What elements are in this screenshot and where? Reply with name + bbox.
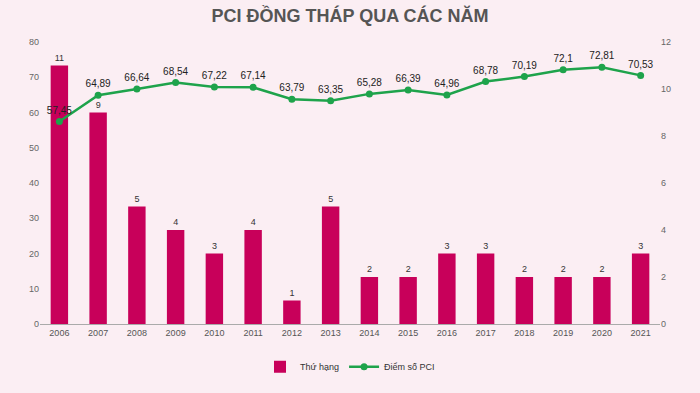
svg-text:2: 2 [561,264,566,274]
svg-text:72,81: 72,81 [589,50,614,61]
svg-text:2: 2 [661,272,666,282]
svg-text:66,64: 66,64 [124,72,149,83]
svg-text:50: 50 [29,143,39,153]
svg-text:3: 3 [638,241,643,251]
svg-text:Điểm số PCI: Điểm số PCI [384,362,435,372]
svg-text:2021: 2021 [631,328,651,338]
svg-text:2: 2 [599,264,604,274]
svg-text:2012: 2012 [282,328,302,338]
svg-text:2006: 2006 [49,328,69,338]
svg-text:2008: 2008 [127,328,147,338]
svg-text:2013: 2013 [321,328,341,338]
svg-text:64,96: 64,96 [434,78,459,89]
svg-text:4: 4 [251,217,256,227]
svg-text:57,45: 57,45 [47,105,72,116]
svg-text:70,53: 70,53 [628,59,653,70]
svg-text:65,28: 65,28 [357,77,382,88]
svg-text:20: 20 [29,249,39,259]
svg-text:5: 5 [134,194,139,204]
svg-text:4: 4 [173,217,178,227]
svg-text:2: 2 [367,264,372,274]
svg-text:10: 10 [29,284,39,294]
svg-text:2017: 2017 [476,328,496,338]
svg-text:63,79: 63,79 [279,82,304,93]
svg-text:63,35: 63,35 [318,84,343,95]
svg-text:3: 3 [444,241,449,251]
svg-text:2009: 2009 [166,328,186,338]
svg-text:2: 2 [522,264,527,274]
svg-text:67,14: 67,14 [241,70,266,81]
svg-text:10: 10 [661,84,671,94]
svg-text:0: 0 [34,319,39,329]
svg-text:2007: 2007 [88,328,108,338]
svg-text:2: 2 [406,264,411,274]
svg-text:64,89: 64,89 [86,78,111,89]
svg-text:2015: 2015 [398,328,418,338]
svg-text:2011: 2011 [243,328,262,338]
svg-text:72,1: 72,1 [553,53,573,64]
svg-text:80: 80 [29,37,39,47]
svg-text:5: 5 [328,194,333,204]
svg-text:2010: 2010 [204,328,224,338]
svg-text:6: 6 [661,178,666,188]
svg-text:3: 3 [483,241,488,251]
svg-text:3: 3 [212,241,217,251]
svg-text:68,54: 68,54 [163,66,188,77]
svg-text:PCI ĐỒNG THÁP QUA CÁC NĂM: PCI ĐỒNG THÁP QUA CÁC NĂM [211,5,488,26]
svg-text:1: 1 [289,288,294,298]
svg-text:9: 9 [96,100,101,110]
svg-text:66,39: 66,39 [396,73,421,84]
svg-text:2018: 2018 [514,328,534,338]
svg-text:2014: 2014 [359,328,379,338]
svg-text:2020: 2020 [592,328,612,338]
svg-text:Thứ hạng: Thứ hạng [300,362,339,372]
svg-text:2016: 2016 [437,328,457,338]
svg-text:0: 0 [661,319,666,329]
svg-text:4: 4 [661,225,666,235]
svg-text:40: 40 [29,178,39,188]
svg-text:68,78: 68,78 [473,65,498,76]
svg-text:60: 60 [29,108,39,118]
svg-text:70,19: 70,19 [512,60,537,71]
svg-text:67,22: 67,22 [202,70,227,81]
svg-text:2019: 2019 [553,328,573,338]
svg-text:12: 12 [661,37,671,47]
svg-text:70: 70 [29,72,39,82]
svg-text:30: 30 [29,213,39,223]
svg-text:8: 8 [661,131,666,141]
svg-text:11: 11 [55,53,64,63]
